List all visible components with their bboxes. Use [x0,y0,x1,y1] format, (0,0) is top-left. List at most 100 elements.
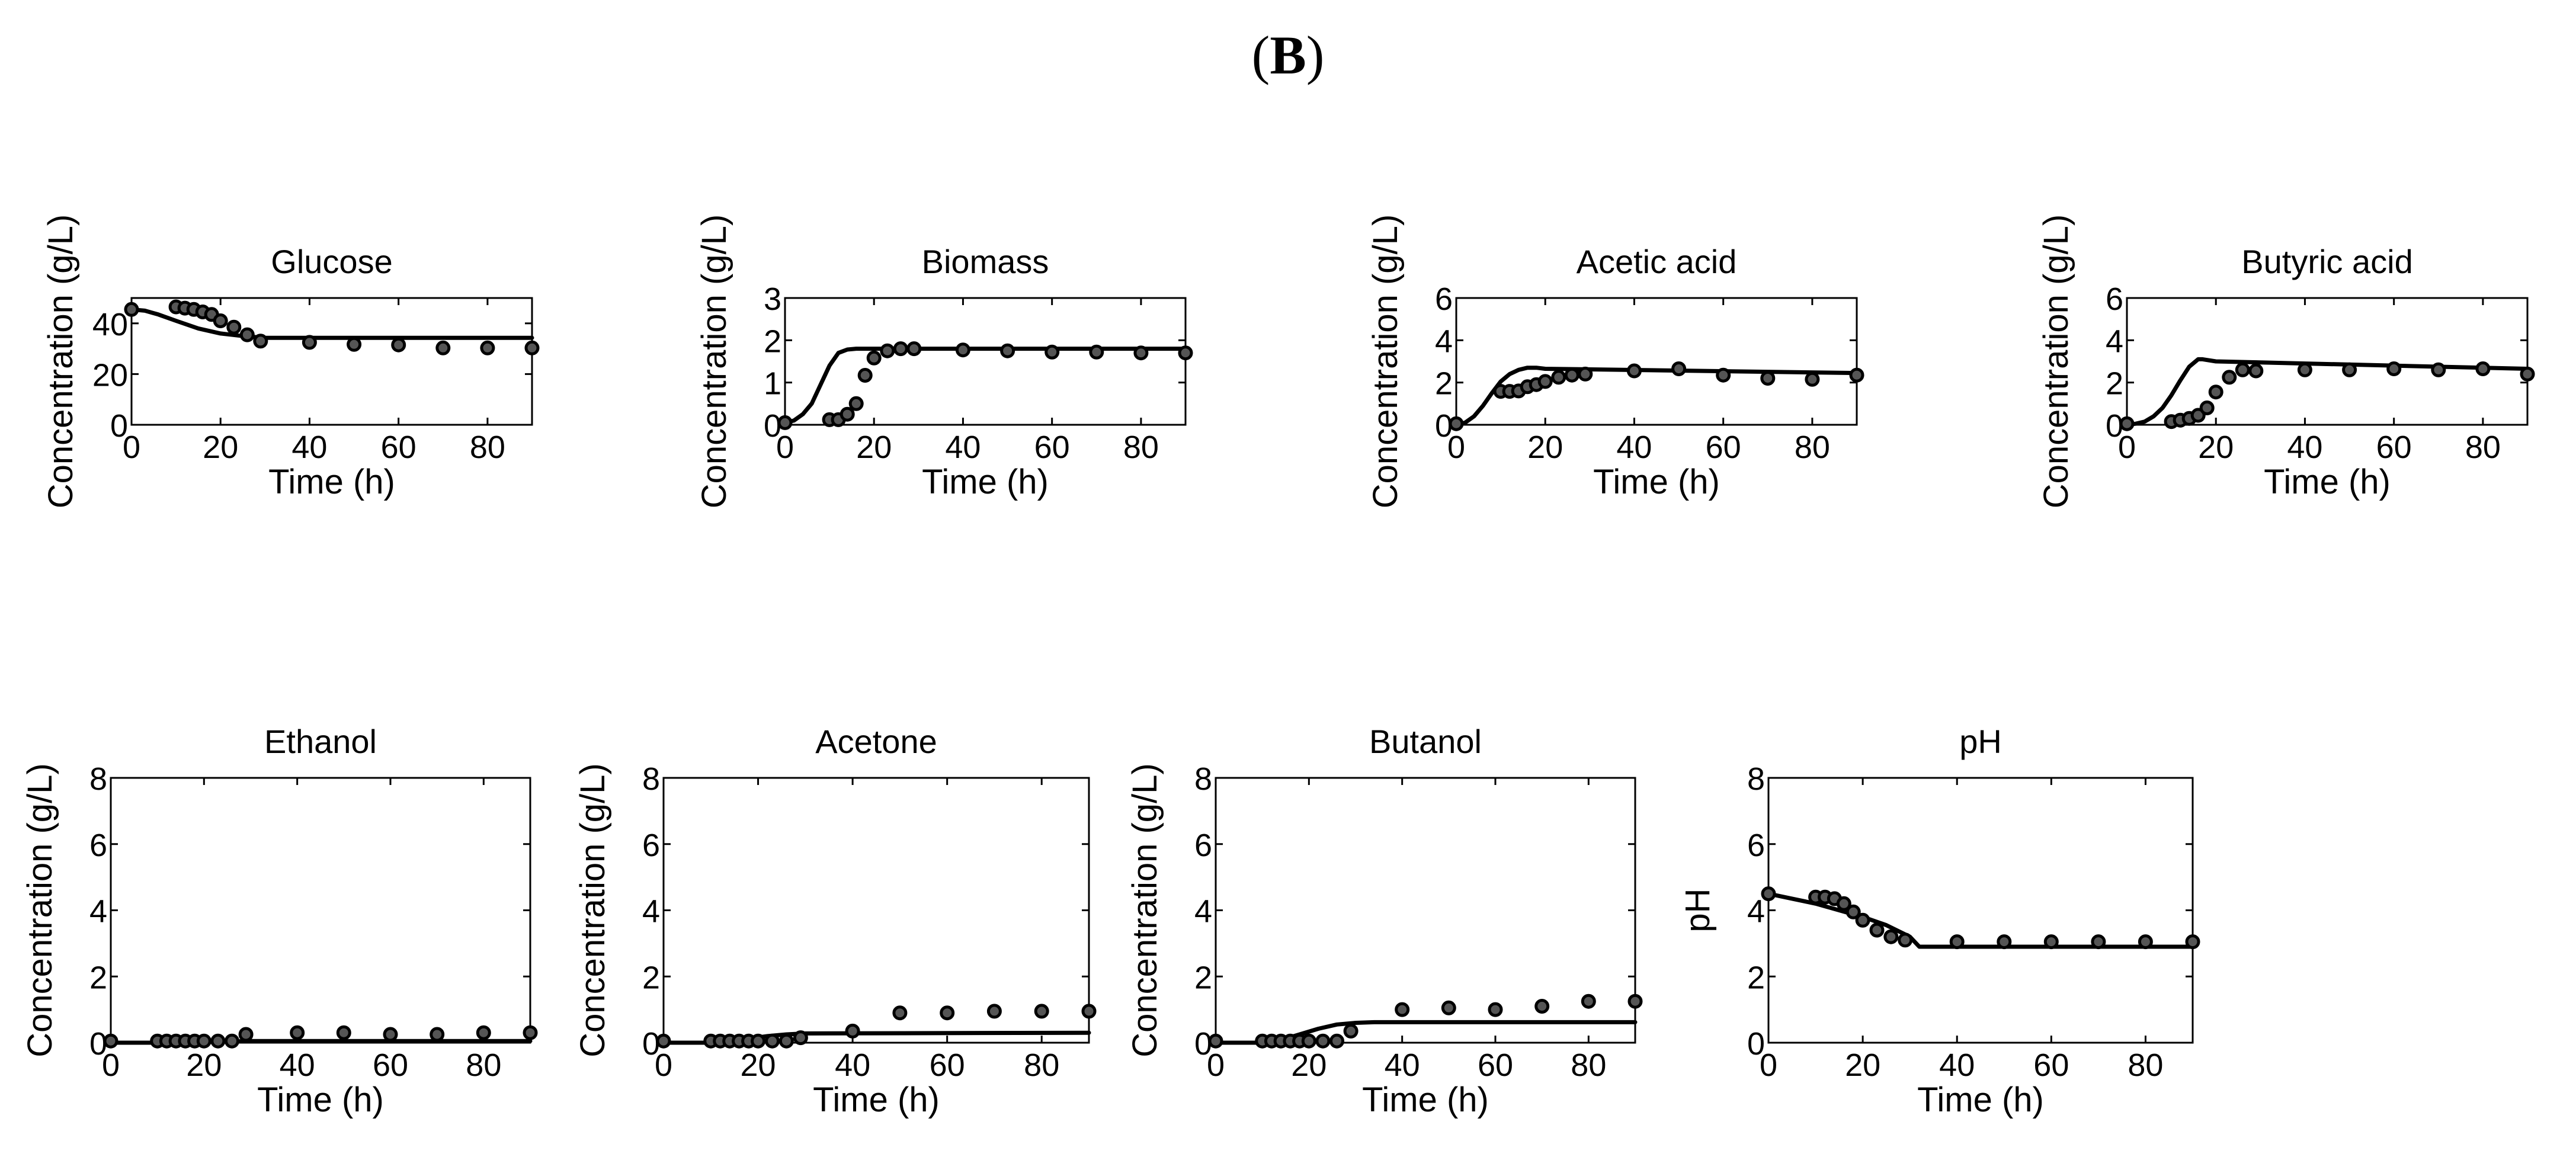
data-point [1000,343,1015,358]
x-tick-label: 60 [381,430,416,465]
data-point [239,327,255,342]
data-point [336,1025,351,1040]
data-point [1761,886,1776,902]
data-point [523,1025,538,1040]
x-axis-label: Time (h) [1362,1081,1489,1119]
chart-title: Ethanol [264,723,377,760]
y-tick-label: 2 [2106,366,2123,402]
data-point [1997,934,2012,950]
x-tick-label: 60 [2376,430,2412,465]
data-point [1716,367,1731,383]
data-point [1671,361,1687,376]
x-tick-label: 40 [945,430,981,465]
data-point [302,335,317,350]
x-tick-label: 80 [1024,1047,1059,1083]
plot-frame [1455,297,1858,426]
data-point [955,342,970,358]
data-point [986,1004,1002,1019]
y-tick-label: 6 [89,828,107,863]
x-axis-label: Time (h) [922,463,1049,501]
y-tick-label: 8 [1194,761,1212,797]
data-point [2222,370,2237,385]
x-tick-label: 0 [776,430,794,465]
x-axis-label: Time (h) [1593,463,1720,501]
data-point [2297,362,2312,377]
x-tick-label: 0 [1760,1047,1777,1083]
y-tick-label: 4 [1435,323,1453,359]
y-tick-label: 4 [2106,323,2123,359]
x-tick-label: 20 [1291,1047,1327,1083]
data-point [480,340,495,355]
data-point [290,1025,305,1040]
data-point [524,340,540,355]
y-tick-label: 6 [1435,281,1453,317]
data-point [196,1033,212,1049]
data-point [2342,362,2357,377]
data-point [225,1033,239,1049]
data-point [1578,366,1593,382]
x-tick-label: 40 [291,430,327,465]
data-point [1551,370,1566,385]
x-tick-label: 80 [2128,1047,2163,1083]
data-point [1760,371,1776,386]
y-tick-label: 6 [642,828,660,863]
x-tick-label: 60 [1034,430,1070,465]
data-point [2199,400,2215,415]
data-point [124,302,139,317]
data-point [1534,999,1550,1014]
x-tick-label: 80 [1795,430,1830,465]
y-tick-label: 2 [1435,366,1453,402]
data-point [1626,363,1642,379]
model-line [2125,357,2530,427]
x-tick-label: 40 [1385,1047,1420,1083]
data-point [1869,922,1885,938]
x-tick-label: 0 [655,1047,672,1083]
y-axis-label: Concentration (g/L) [695,214,733,508]
x-axis-label: Time (h) [813,1081,940,1119]
y-tick-label: 2 [1747,960,1765,995]
x-axis-label: Time (h) [268,463,395,501]
x-tick-label: 0 [2118,430,2136,465]
data-point [880,343,895,358]
chart-title: Glucose [271,243,392,280]
data-point [238,1027,254,1042]
data-point [1329,1033,1344,1049]
data-point [476,1025,491,1040]
data-point [1178,345,1193,361]
x-tick-label: 60 [930,1047,965,1083]
data-point [793,1030,808,1046]
x-tick-label: 40 [835,1047,870,1083]
data-point [1301,1033,1316,1049]
y-axis-label: Concentration (g/L) [573,763,612,1057]
chart-title: Biomass [922,243,1049,280]
y-tick-label: 0 [1747,1026,1765,1062]
y-tick-label: 8 [1747,761,1765,797]
x-tick-label: 20 [741,1047,776,1083]
chart-title: Butanol [1369,723,1482,760]
y-tick-label: 6 [2106,281,2123,317]
data-point [383,1027,398,1042]
x-tick-label: 20 [203,430,238,465]
data-point [213,313,228,328]
x-tick-label: 40 [280,1047,315,1083]
data-point [1537,374,1553,389]
data-point [1846,904,1861,919]
data-point [845,1023,860,1039]
data-point [1449,416,1464,431]
data-point [2248,363,2264,379]
x-tick-label: 80 [1123,430,1159,465]
figure-label-text: B [1270,25,1306,85]
data-point [2386,361,2402,376]
y-tick-label: 40 [92,307,128,342]
data-point [347,337,362,352]
data-point [892,1005,908,1021]
data-point [893,341,908,357]
x-tick-label: 80 [2465,430,2501,465]
data-point [840,406,855,422]
x-tick-label: 60 [373,1047,408,1083]
x-tick-label: 60 [2033,1047,2069,1083]
